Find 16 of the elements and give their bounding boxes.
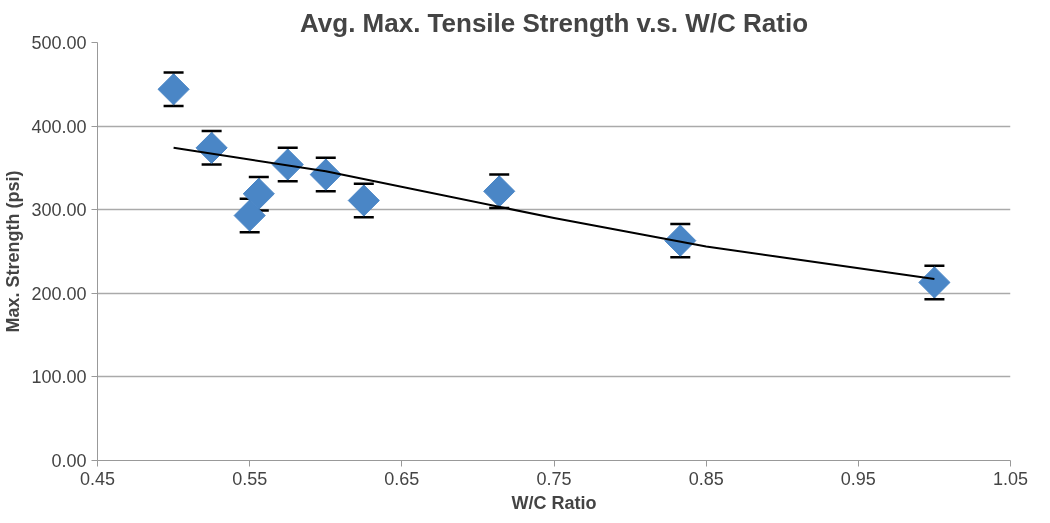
y-tick-label: 500.00 [31,33,87,53]
x-tick-label: 0.95 [840,468,876,489]
x-tick-label: 0.85 [688,468,724,489]
x-axis-title: W/C Ratio [511,492,597,513]
chart-title: Avg. Max. Tensile Strength v.s. W/C Ratio [299,7,809,38]
y-tick-label: 300.00 [31,200,87,221]
y-tick-label: 400.00 [31,116,87,137]
y-tick-label: 200.00 [31,283,87,304]
y-tick-label: 0.00 [51,451,87,471]
y-tick-label: 100.00 [31,367,87,388]
x-tick-label: 0.75 [536,468,572,489]
x-tick-label: 0.55 [232,468,268,489]
x-tick-label: 1.05 [992,468,1029,489]
x-tick-label: 0.45 [79,468,116,489]
x-tick-label: 0.65 [384,468,420,489]
y-axis-title: Max. Strength (psi) [3,170,24,333]
